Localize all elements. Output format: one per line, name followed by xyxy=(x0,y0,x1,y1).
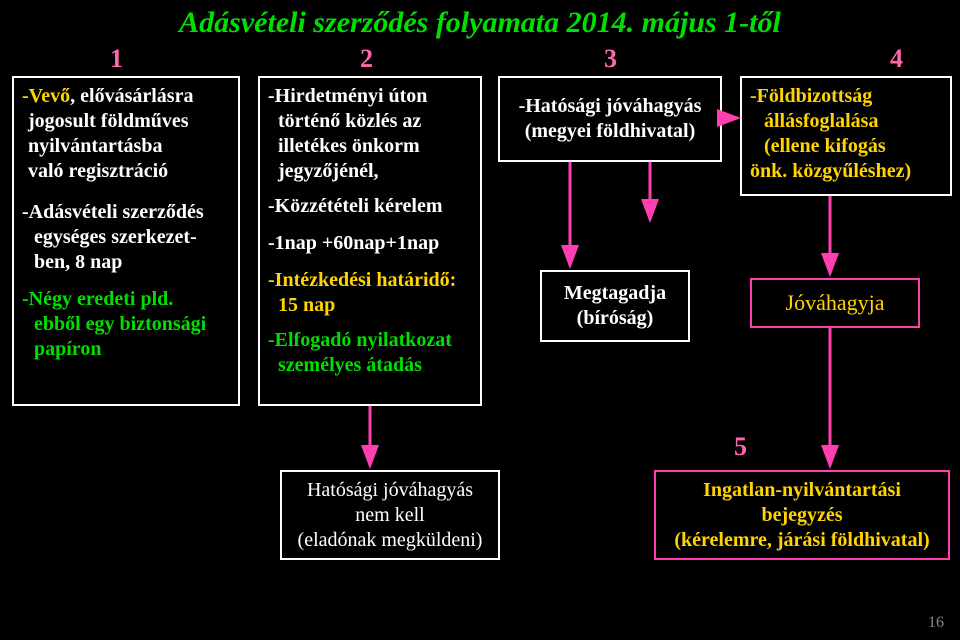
b4-l1b: Földbizottság xyxy=(757,85,873,107)
b2-l8a: -Elfogadó nyilatkozat xyxy=(268,329,452,351)
b1-l1a: -Vevő xyxy=(22,85,70,107)
b1-l1b: , elővásárlásra xyxy=(70,85,193,107)
box-step4: -Földbizottság állásfoglalása (ellene ki… xyxy=(740,76,952,196)
b3-l1: -Hatósági jóváhagyás xyxy=(519,94,702,119)
b2-l1: -Hirdetményi úton xyxy=(268,84,472,109)
b8-l3: (kérelemre, járási földhivatal) xyxy=(674,528,929,553)
b4-l2: állásfoglalása xyxy=(750,109,942,134)
page-number: 16 xyxy=(928,614,944,632)
b1-l2: jogosult földműves xyxy=(22,109,230,134)
b8-l1: Ingatlan-nyilvántartási xyxy=(674,478,929,503)
box-approve: Jóváhagyja xyxy=(750,278,920,328)
b1-l6: egységes szerkezet- xyxy=(22,225,230,250)
b1-l7: ben, 8 nap xyxy=(22,250,230,275)
step-5: 5 xyxy=(734,432,747,462)
b2-l6: -1nap +60nap+1nap xyxy=(268,231,472,256)
box-reject: Megtagadja (bíróság) xyxy=(540,270,690,342)
b1-l8a: - xyxy=(22,288,29,310)
box-step2: -Hirdetményi úton történő közlés az ille… xyxy=(258,76,482,406)
b4-l4: önk. közgyűléshez) xyxy=(750,159,942,184)
box-step1: -Vevő, elővásárlásra jogosult földműves … xyxy=(12,76,240,406)
b2-l2: történő közlés az xyxy=(268,109,472,134)
b2-l7a: -Intézkedési határidő: xyxy=(268,269,456,291)
b2-l4: jegyzőjénél, xyxy=(268,159,472,184)
b6-l1: Jóváhagyja xyxy=(786,289,885,317)
b1-l5: -Adásvételi szerződés xyxy=(22,200,230,225)
b2-l5: -Közzétételi kérelem xyxy=(268,194,472,219)
b8-l2: bejegyzés xyxy=(674,503,929,528)
b2-l3: illetékes önkorm xyxy=(268,134,472,159)
b1-l4: való regisztráció xyxy=(22,159,230,184)
step-2: 2 xyxy=(360,44,373,74)
box-noapproval: Hatósági jóváhagyás nem kell (eladónak m… xyxy=(280,470,500,560)
b3-l2: (megyei földhivatal) xyxy=(519,119,702,144)
b1-l3: nyilvántartásba xyxy=(22,134,230,159)
b5-l2: (bíróság) xyxy=(564,306,666,331)
b1-l9: ebből egy biztonsági xyxy=(22,312,230,337)
b4-l3: (ellene kifogás xyxy=(750,134,942,159)
b7-l3: (eladónak megküldeni) xyxy=(298,528,483,553)
b1-l10: papíron xyxy=(22,337,230,362)
b2-l8b: személyes átadás xyxy=(268,353,472,378)
page-title: Adásvételi szerződés folyamata 2014. máj… xyxy=(0,6,960,40)
b2-l7b: 15 nap xyxy=(268,293,472,318)
step-1: 1 xyxy=(110,44,123,74)
b7-l2: nem kell xyxy=(298,503,483,528)
b4-l1a: - xyxy=(750,85,757,107)
box-registration: Ingatlan-nyilvántartási bejegyzés (kérel… xyxy=(654,470,950,560)
step-4: 4 xyxy=(890,44,903,74)
b5-l1: Megtagadja xyxy=(564,281,666,306)
b7-l1: Hatósági jóváhagyás xyxy=(298,478,483,503)
step-3: 3 xyxy=(604,44,617,74)
box-step3: -Hatósági jóváhagyás (megyei földhivatal… xyxy=(498,76,722,162)
b1-l8b: Négy eredeti pld. xyxy=(29,288,174,310)
